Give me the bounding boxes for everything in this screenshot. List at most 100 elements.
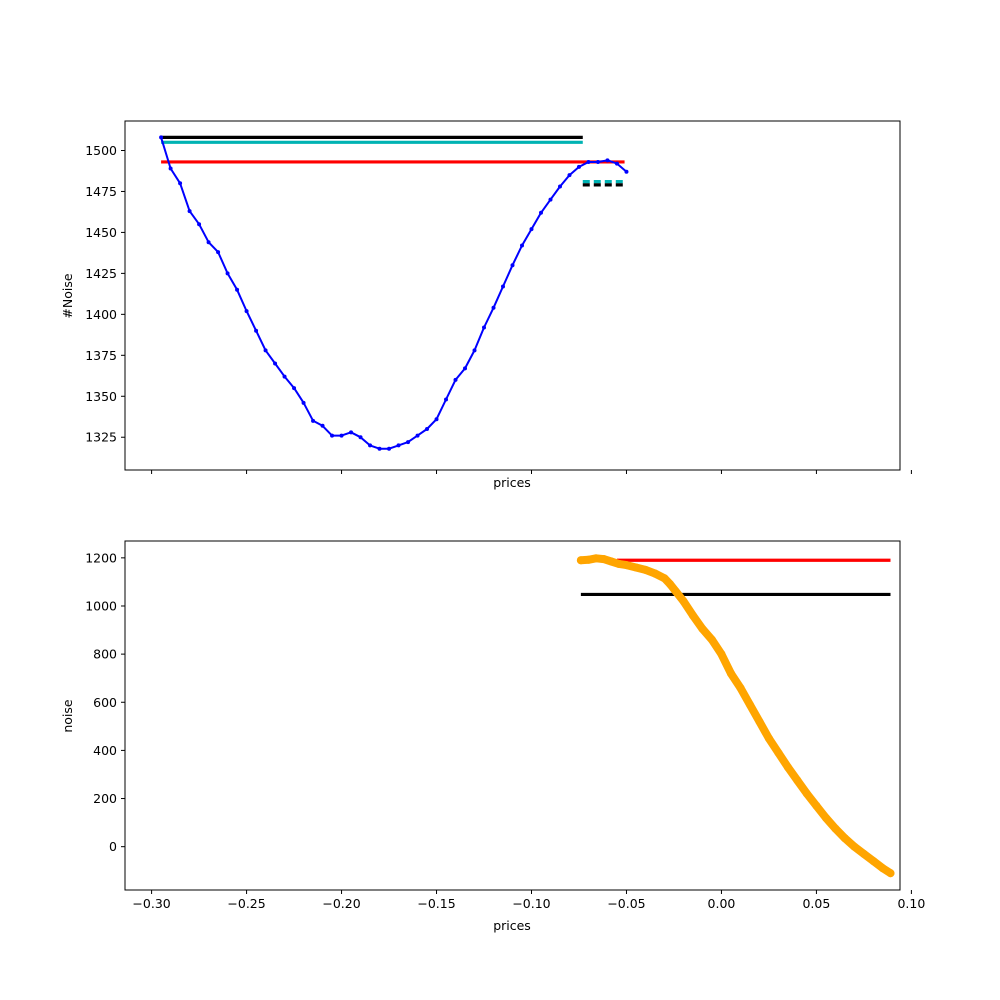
bottom-chart-data-point: [576, 556, 585, 565]
top-chart-y-tick-label: 1400: [85, 307, 117, 322]
top-chart-data-point: [206, 240, 211, 245]
bottom-chart-x-tick-label: 0.00: [708, 896, 736, 911]
bottom-chart-x-tick-label: 0.10: [897, 896, 925, 911]
top-chart-data-point: [472, 348, 477, 353]
bottom-chart-data-point: [666, 580, 675, 589]
top-chart-data-point: [576, 164, 581, 169]
bottom-chart-x-axis-label: prices: [493, 918, 531, 933]
top-chart-marks: [159, 135, 629, 451]
bottom-chart-data-point: [622, 561, 631, 570]
bottom-chart-y-tick-label: 400: [93, 743, 117, 758]
top-chart-data-point: [244, 309, 249, 314]
top-chart-y-tick-label: 1350: [85, 389, 117, 404]
bottom-chart-x-tick-label: −0.20: [322, 896, 360, 911]
top-chart-y-tick-label: 1475: [85, 184, 117, 199]
bottom-chart-y-tick-label: 600: [93, 695, 117, 710]
top-chart-data-point: [225, 271, 230, 276]
bottom-chart-data-point: [840, 834, 849, 843]
top-chart-y-tick-label: 1375: [85, 348, 117, 363]
top-chart-data-point: [168, 166, 173, 171]
bottom-chart-data-point: [850, 842, 859, 851]
bottom-chart-x-ticks: −0.30 −0.25 −0.20 −0.15 −0.10 −0.05 0.00 0.05 0.…: [132, 890, 925, 911]
bottom-chart-data-point: [660, 574, 669, 583]
top-chart-data-point: [406, 440, 411, 445]
bottom-chart-data-point: [859, 849, 868, 858]
top-chart-data-point: [453, 377, 458, 382]
top-chart-data-point: [567, 173, 572, 178]
top-chart-data-point: [482, 325, 487, 330]
top-chart-data-point: [292, 386, 297, 391]
bottom-chart-data-point: [707, 635, 716, 644]
bottom-chart-data-point: [599, 555, 608, 564]
bottom-chart-data-point: [698, 624, 707, 633]
bottom-chart-data-point: [614, 559, 623, 568]
bottom-chart-data-point: [726, 669, 735, 678]
top-chart-data-point: [586, 159, 591, 164]
top-chart-data-point: [501, 284, 506, 289]
top-chart-data-point: [510, 263, 515, 268]
bottom-chart-x-tick-label: −0.10: [512, 896, 550, 911]
bottom-chart-x-tick-label: −0.30: [132, 896, 170, 911]
top-chart-y-axis-label: #Noise: [60, 273, 75, 318]
top-chart-data-point: [216, 250, 221, 255]
bottom-chart-marks: [576, 554, 895, 878]
top-chart-data-point: [624, 169, 629, 174]
bottom-chart-data-point: [869, 857, 878, 866]
bottom-chart-data-point: [717, 650, 726, 659]
top-chart-y-tick-label: 1500: [85, 143, 117, 158]
bottom-chart-data-point: [831, 824, 840, 833]
bottom-chart-data-point: [641, 565, 650, 574]
top-chart-data-point: [557, 184, 562, 189]
bottom-chart-x-tick-label: −0.25: [227, 896, 265, 911]
top-chart-data-point: [529, 227, 534, 232]
bottom-chart-y-tick-label: 1200: [85, 550, 117, 565]
top-chart-x-ticks: [151, 470, 912, 474]
bottom-chart-x-tick-label: 0.05: [802, 896, 830, 911]
bottom-chart-x-tick-label: −0.15: [417, 896, 455, 911]
top-chart-data-point: [595, 159, 600, 164]
top-chart-y-tick-label: 1425: [85, 266, 117, 281]
top-chart-data-point: [311, 418, 316, 423]
bottom-chart-y-tick-label: 800: [93, 647, 117, 662]
top-chart-series-line: [160, 137, 628, 450]
top-chart-data-point: [235, 287, 240, 292]
top-chart-data-point: [301, 400, 306, 405]
top-chart-data-point: [358, 435, 363, 440]
top-chart-data-point: [159, 135, 164, 140]
bottom-chart-data-point: [650, 569, 659, 578]
top-chart-data-point: [538, 210, 543, 215]
top-chart-data-point: [548, 197, 553, 202]
bottom-chart-data-point: [783, 763, 792, 772]
bottom-chart-y-ticks: 0 200 400 600 800 1000 1200: [85, 550, 125, 854]
top-chart-data-point: [368, 443, 373, 448]
top-chart-data-point: [339, 433, 344, 438]
bottom-chart-data-point: [878, 864, 887, 873]
top-chart-y-ticks: 1325 1350 1375 1400 1425 1450 1475 1500: [85, 143, 125, 445]
top-chart-data-point: [263, 348, 268, 353]
top-chart-data-point: [415, 433, 420, 438]
top-chart-frame: [124, 120, 901, 471]
top-chart-x-axis-label: prices: [493, 475, 531, 490]
top-chart-data-point: [187, 209, 192, 214]
top-chart-data-point: [463, 366, 468, 371]
top-chart-data-point: [605, 158, 610, 163]
top-chart-data-point: [273, 361, 278, 366]
top-chart-data-point: [396, 443, 401, 448]
top-chart-y-tick-label: 1325: [85, 430, 117, 445]
top-chart-data-point: [197, 222, 202, 227]
bottom-chart-data-point: [793, 776, 802, 785]
top-chart-data-point: [349, 430, 354, 435]
top-chart-data-point: [519, 243, 524, 248]
bottom-chart-x-tick-label: −0.05: [607, 896, 645, 911]
bottom-chart-y-tick-label: 0: [109, 839, 117, 854]
bottom-chart-data-point: [736, 683, 745, 692]
bottom-chart-data-point: [584, 555, 593, 564]
top-chart-data-point: [254, 328, 259, 333]
top-chart-data-point: [614, 161, 619, 166]
bottom-chart-data-point: [631, 563, 640, 572]
top-chart-data-point: [377, 446, 382, 451]
